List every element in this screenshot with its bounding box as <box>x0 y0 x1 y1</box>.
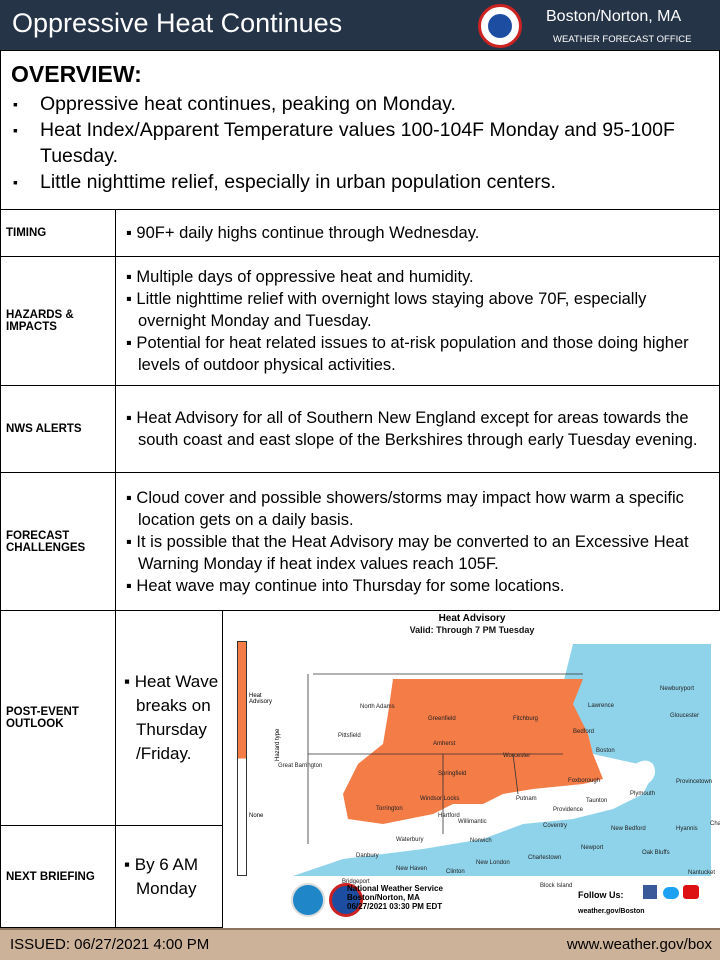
map-city-label: Hartford <box>438 813 460 819</box>
map-city-label: New Haven <box>396 866 428 872</box>
row-hazards: HAZARDS & IMPACTS ▪ Multiple days of opp… <box>0 257 720 386</box>
map-city-label: Bridgeport <box>342 879 370 885</box>
legend-title: Hazard type <box>275 728 281 761</box>
map-city-label: Taunton <box>586 798 608 804</box>
legend-bar <box>237 641 247 876</box>
row-item: ▪ It is possible that the Heat Advisory … <box>126 532 689 573</box>
row-item: ▪ Heat Wave breaks on Thursday /Friday. <box>124 672 219 763</box>
map-title: Heat Advisory <box>438 613 506 624</box>
row-next-briefing: NEXT BRIEFING ▪ By 6 AM Monday <box>0 826 223 928</box>
row-item: ▪ Multiple days of oppressive heat and h… <box>126 268 474 286</box>
map-city-label: Putnam <box>516 796 537 802</box>
office-subtitle: WEATHER FORECAST OFFICE <box>553 34 692 45</box>
row-post-event: POST-EVENT OUTLOOK ▪ Heat Wave breaks on… <box>0 611 223 826</box>
map-org: National Weather Service <box>347 884 443 893</box>
map-city-label: Boston <box>596 748 615 754</box>
map-city-label: Charlestown <box>528 855 562 861</box>
row-label: NWS ALERTS <box>1 386 116 472</box>
row-alerts: NWS ALERTS ▪ Heat Advisory for all of So… <box>0 386 720 473</box>
map-city-label: Gloucester <box>670 713 700 719</box>
follow-us: Follow Us: <box>578 890 624 900</box>
twitter-icon[interactable] <box>663 887 679 899</box>
issued-time: ISSUED: 06/27/2021 4:00 PM <box>10 936 210 953</box>
overview-heading: OVERVIEW: <box>11 61 142 87</box>
map-city-label: Providence <box>553 807 584 813</box>
map-city-label: Fitchburg <box>513 716 539 722</box>
facebook-icon[interactable] <box>643 885 657 899</box>
row-label: FORECAST CHALLENGES <box>1 473 116 610</box>
map-city-label: Oak Bluffs <box>642 850 670 856</box>
map-city-label: Greenfield <box>428 716 456 722</box>
row-timing: TIMING ▪ 90F+ daily highs continue throu… <box>0 210 720 257</box>
map-city-label: Chatham <box>710 821 720 827</box>
overview-bullet: Little nighttime relief, especially in u… <box>11 169 709 195</box>
map-city-label: Bedford <box>573 729 595 735</box>
map-valid: Valid: Through 7 PM Tuesday <box>409 625 535 635</box>
map-svg <box>283 644 711 876</box>
overview-bullet: Heat Index/Apparent Temperature values 1… <box>11 117 709 169</box>
overview-bullet: Oppressive heat continues, peaking on Mo… <box>11 91 709 117</box>
row-item: ▪ By 6 AM Monday <box>124 854 199 898</box>
map-city-label: Torrington <box>376 806 403 812</box>
row-item: ▪ 90F+ daily highs continue through Wedn… <box>126 224 480 242</box>
nws-logo <box>329 883 363 917</box>
map-city-label: Lawrence <box>588 703 615 709</box>
noaa-logo <box>291 883 325 917</box>
map-city-label: Danbury <box>356 853 379 859</box>
map-city-label: Foxborough <box>568 778 601 784</box>
map-city-label: Windsor Locks <box>420 796 460 802</box>
overview: OVERVIEW: Oppressive heat continues, pea… <box>0 50 720 210</box>
map-office: Boston/Norton, MA <box>347 893 420 902</box>
youtube-icon[interactable] <box>683 885 699 899</box>
office-name: Boston/Norton, MA <box>546 8 682 25</box>
legend-advisory: Heat Advisory <box>249 693 273 705</box>
footer: ISSUED: 06/27/2021 4:00 PM www.weather.g… <box>0 928 720 960</box>
row-label: TIMING <box>1 210 116 256</box>
header: Oppressive Heat Continues Boston/Norton,… <box>0 0 720 50</box>
map-city-label: Nantucket <box>688 870 716 876</box>
advisory-area <box>343 679 603 824</box>
heat-advisory-map: Heat Advisory Valid: Through 7 PM Tuesda… <box>222 611 720 928</box>
row-item: ▪ Heat wave may continue into Thursday f… <box>126 576 565 595</box>
map-city-label: Clinton <box>446 869 465 875</box>
map-city-label: Norwich <box>470 838 492 844</box>
map-city-label: New London <box>476 860 510 866</box>
map-issued: 06/27/2021 03:30 PM EDT <box>347 902 443 911</box>
row-label: HAZARDS & IMPACTS <box>1 257 116 385</box>
map-city-label: New Bedford <box>611 826 646 832</box>
map-city-label: Newburyport <box>660 686 695 692</box>
map-city-label: Worcester <box>503 753 531 759</box>
row-challenges: FORECAST CHALLENGES ▪ Cloud cover and po… <box>0 473 720 611</box>
row-item: ▪ Heat Advisory for all of Southern New … <box>126 409 698 449</box>
legend-none: None <box>249 813 264 819</box>
map-city-label: Waterbury <box>396 837 424 843</box>
map-city-label: Provincetown <box>676 779 713 785</box>
map-city-label: North Adams <box>360 704 395 710</box>
nws-logo <box>478 4 522 48</box>
row-label: NEXT BRIEFING <box>1 826 116 927</box>
footer-url[interactable]: www.weather.gov/box <box>566 936 712 953</box>
row-item: ▪ Potential for heat related issues to a… <box>126 334 689 374</box>
map-city-label: Block Island <box>540 883 573 889</box>
map-city-label: Plymouth <box>630 791 656 797</box>
map-city-label: Amherst <box>433 741 456 747</box>
map-city-label: Springfield <box>438 771 467 777</box>
map-city-label: Great Barrington <box>278 763 323 769</box>
page-title: Oppressive Heat Continues <box>12 8 343 38</box>
row-item: ▪ Cloud cover and possible showers/storm… <box>126 488 684 529</box>
map-city-label: Hyannis <box>676 826 698 832</box>
map-city-label: Willimantic <box>458 819 487 825</box>
row-item: ▪ Little nighttime relief with overnight… <box>126 290 647 330</box>
map-site[interactable]: weather.gov/Boston <box>578 908 645 915</box>
ocean <box>293 644 711 876</box>
map-city-label: Pittsfield <box>338 733 361 739</box>
map-city-label: Coventry <box>543 823 568 829</box>
map-city-label: Newport <box>581 845 604 851</box>
row-label: POST-EVENT OUTLOOK <box>1 611 116 825</box>
